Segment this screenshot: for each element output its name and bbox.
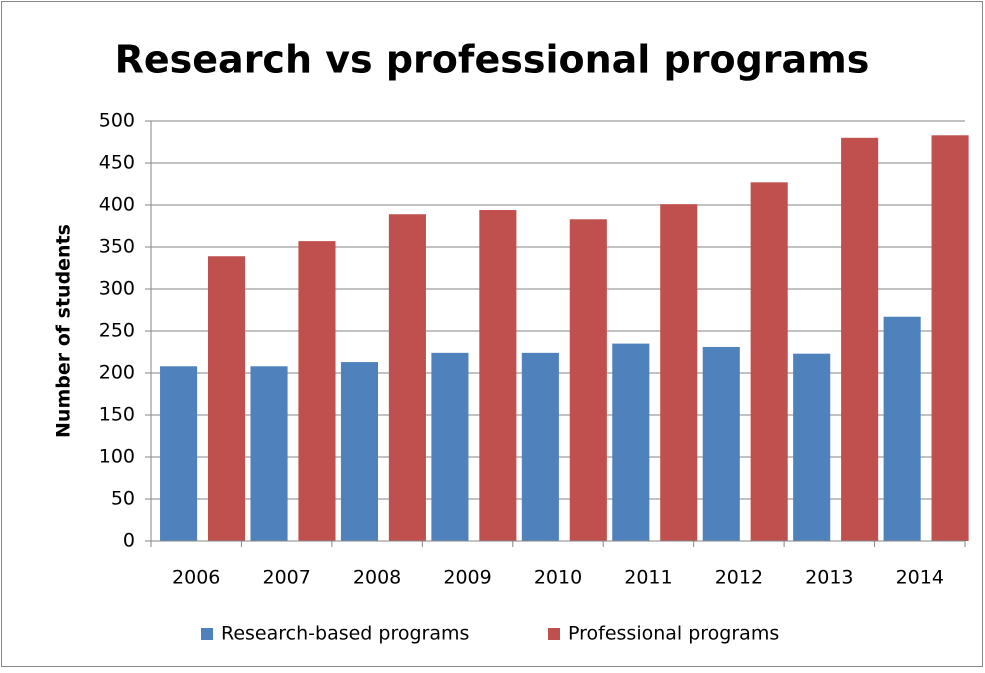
y-tick-label: 250: [99, 320, 135, 342]
bar: [521, 352, 559, 541]
bar: [793, 353, 831, 541]
bar: [431, 352, 469, 541]
bar: [479, 210, 517, 542]
y-tick-label: 100: [99, 446, 135, 468]
bar: [612, 343, 650, 541]
y-tick-label: 50: [111, 488, 135, 510]
x-tick-label: 2008: [353, 567, 401, 589]
bar: [931, 135, 969, 541]
bar: [298, 241, 336, 541]
bar: [207, 256, 246, 541]
bar: [250, 366, 288, 541]
bar: [160, 366, 198, 541]
y-tick-label: 150: [99, 404, 135, 426]
legend-swatch: [201, 628, 213, 640]
bar: [750, 182, 788, 541]
bar: [388, 214, 426, 542]
legend-label: Professional programs: [568, 623, 779, 645]
x-tick-label: 2014: [896, 567, 944, 589]
x-tick-label: 2009: [443, 567, 491, 589]
x-tick-label: 2013: [805, 567, 853, 589]
y-tick-label: 200: [99, 362, 135, 384]
x-tick-label: 2006: [172, 567, 220, 589]
bar: [660, 204, 698, 541]
y-tick-label: 400: [99, 194, 135, 216]
y-axis-label: Number of students: [53, 224, 75, 438]
y-tick-label: 300: [99, 278, 135, 300]
y-tick-label: 500: [99, 110, 135, 132]
bar: [569, 219, 607, 541]
x-tick-label: 2010: [534, 567, 582, 589]
y-tick-label: 350: [99, 236, 135, 258]
y-tick-label: 450: [99, 152, 135, 174]
bar: [841, 137, 879, 542]
chart-title: Research vs professional programs: [115, 38, 870, 82]
bar: [883, 316, 921, 541]
x-tick-label: 2007: [262, 567, 310, 589]
legend-swatch: [548, 628, 560, 640]
bar: [702, 346, 740, 541]
x-tick-label: 2012: [715, 567, 763, 589]
x-tick-label: 2011: [624, 567, 672, 589]
y-tick-label: 0: [123, 530, 135, 552]
legend-label: Research-based programs: [221, 623, 469, 645]
bar: [340, 362, 379, 541]
